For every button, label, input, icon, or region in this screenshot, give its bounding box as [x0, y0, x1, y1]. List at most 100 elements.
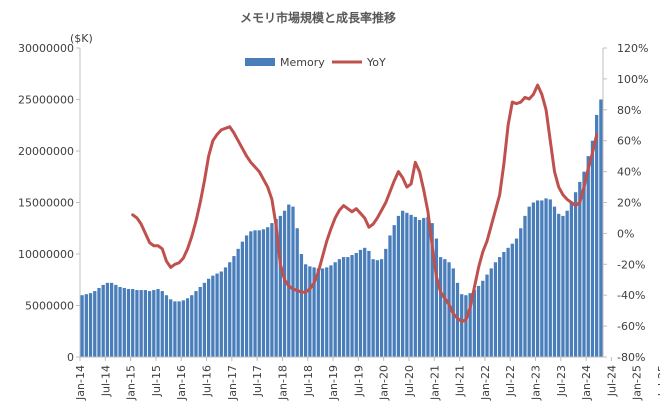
yoy-point — [250, 161, 252, 163]
yoy-point — [435, 276, 437, 278]
yoy-point — [199, 201, 201, 204]
yoy-point — [418, 171, 421, 173]
yoy-point — [140, 223, 142, 225]
yoy-point — [473, 286, 475, 289]
yoy-point — [583, 186, 585, 188]
yoy-point — [397, 171, 400, 173]
memory-bar — [346, 257, 350, 357]
memory-bar — [413, 216, 417, 357]
yoy-point — [330, 228, 332, 230]
yoy-point — [515, 103, 518, 105]
memory-bar — [185, 298, 190, 357]
yoy-point — [520, 101, 522, 103]
memory-bar — [93, 291, 97, 357]
right-axis: -80% -60% -40% -20% 0% 20% 40% 60% 80% 100% 120% — [603, 42, 648, 364]
memory-bar — [278, 215, 282, 357]
memory-bar — [236, 248, 240, 357]
yoy-point — [570, 201, 572, 204]
memory-bar — [405, 212, 409, 357]
memory-bar — [177, 301, 181, 357]
x-tick-label: Jan-16 — [175, 365, 188, 401]
memory-bar — [156, 289, 160, 357]
right-tick-label: 0% — [617, 227, 634, 240]
memory-bar — [519, 228, 523, 357]
yoy-line-layer — [131, 83, 599, 323]
memory-bar — [325, 267, 329, 357]
yoy-point — [490, 225, 492, 227]
memory-bar — [476, 285, 481, 357]
yoy-point — [182, 257, 184, 259]
yoy-point — [389, 191, 391, 193]
x-tick-label: Jan-14 — [74, 365, 87, 401]
yoy-point — [541, 93, 543, 95]
memory-bar — [114, 284, 118, 357]
memory-bar — [139, 290, 143, 357]
yoy-point — [553, 171, 556, 173]
yoy-point — [326, 240, 328, 242]
x-tick-label: Jan-15 — [125, 365, 138, 401]
yoy-point — [385, 201, 387, 204]
memory-bar — [219, 271, 223, 357]
memory-bar — [447, 262, 451, 357]
yoy-point — [549, 140, 551, 142]
memory-bar — [206, 278, 211, 357]
memory-bar — [232, 256, 236, 357]
memory-bar — [379, 259, 384, 357]
yoy-point — [376, 217, 378, 219]
yoy-point — [254, 166, 256, 168]
yoy-point — [271, 198, 273, 201]
yoy-point — [233, 132, 235, 134]
memory-bars — [80, 99, 603, 357]
yoy-point — [364, 217, 366, 219]
memory-bar — [586, 156, 590, 357]
x-tick-label: Jul-20 — [403, 365, 416, 397]
yoy-point — [558, 186, 560, 188]
left-axis: 0 5000000 10000000 15000000 20000000 25000000… — [18, 42, 80, 364]
yoy-point — [208, 155, 210, 157]
memory-bar — [565, 210, 569, 357]
memory-bar — [211, 275, 215, 357]
memory-bar — [105, 282, 110, 357]
yoy-point — [591, 152, 594, 154]
yoy-point — [423, 189, 425, 191]
memory-bar — [527, 206, 531, 357]
yoy-point — [524, 96, 526, 99]
right-tick-label: 100% — [617, 73, 648, 86]
x-tick-label: Jan-17 — [226, 365, 239, 401]
yoy-point — [132, 214, 134, 216]
yoy-point — [414, 161, 416, 163]
yoy-point — [292, 288, 294, 290]
yoy-point — [153, 245, 155, 247]
yoy-point — [587, 167, 589, 170]
yoy-point — [309, 288, 311, 290]
memory-bar — [341, 257, 346, 357]
memory-bar — [84, 294, 88, 357]
memory-bar — [363, 247, 367, 357]
memory-bar — [489, 268, 493, 357]
yoy-point — [334, 217, 336, 219]
yoy-point — [191, 235, 193, 238]
yoy-point — [545, 109, 547, 111]
memory-bar — [320, 268, 325, 357]
x-tick-label: Jul-15 — [150, 365, 163, 397]
memory-bar — [460, 294, 464, 357]
yoy-point — [465, 319, 467, 321]
memory-bar — [502, 251, 506, 357]
memory-bar — [548, 199, 552, 357]
memory-bar — [367, 250, 371, 357]
yoy-point — [368, 226, 370, 228]
x-tick-label: Jan-24 — [580, 365, 593, 401]
memory-bar — [573, 192, 578, 357]
x-axis: Jan-14 Jul-14 Jan-15 Jul-15 Jan-16 Jul-16 Jan-… — [74, 357, 660, 401]
yoy-point — [579, 201, 581, 204]
yoy-point — [279, 263, 281, 265]
y-unit-label: ($K) — [70, 32, 93, 45]
legend-yoy-label: YoY — [366, 56, 386, 69]
yoy-point — [486, 240, 488, 242]
yoy-point — [574, 204, 577, 207]
x-tick-label: Jul-14 — [99, 365, 112, 397]
memory-bar — [97, 287, 101, 357]
yoy-point — [372, 223, 374, 225]
x-tick-label: Jan-22 — [479, 365, 492, 401]
